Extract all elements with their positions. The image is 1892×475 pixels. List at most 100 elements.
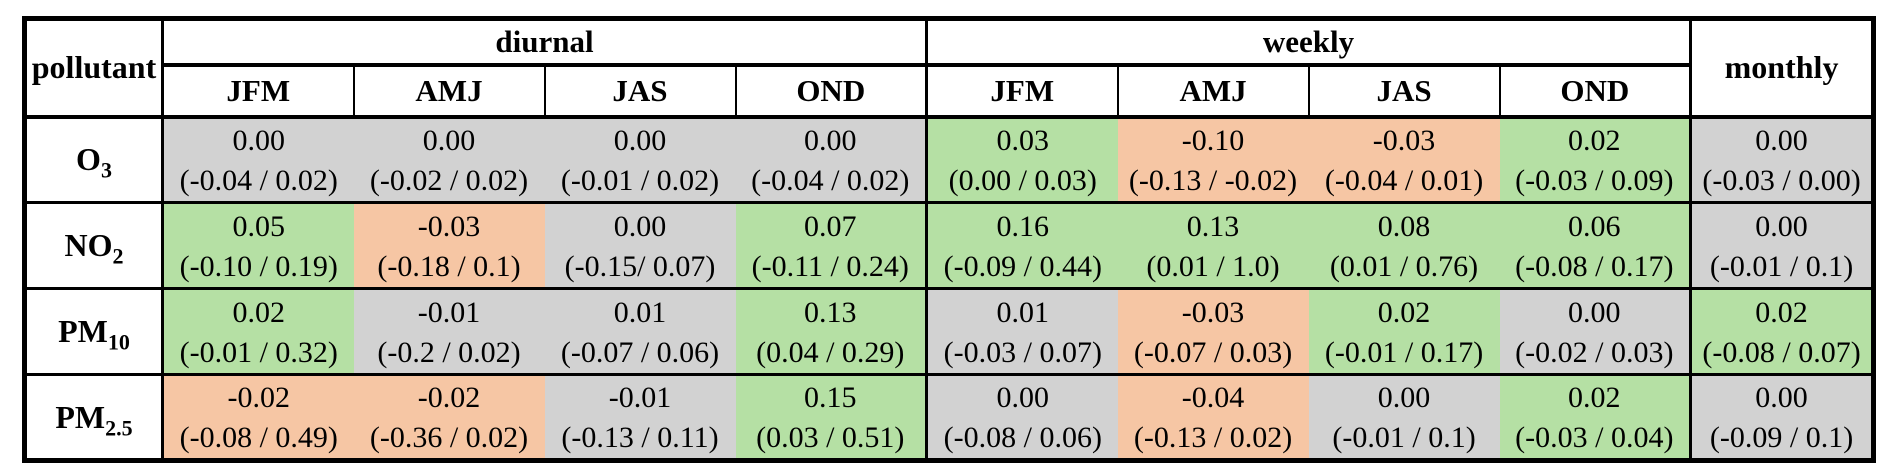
- cell-no2-weekly-amj: 0.13 (0.01 / 1.0): [1117, 201, 1309, 289]
- cell-o3-diurnal-amj: 0.00 (-0.02 / 0.02): [353, 115, 545, 203]
- cell-confidence-interval: (-0.04 / 0.01): [1324, 163, 1484, 197]
- cell-confidence-interval: (-0.15/ 0.07): [564, 249, 716, 283]
- cell-confidence-interval: (-0.01 / 0.02): [560, 163, 720, 197]
- cell-confidence-interval: (-0.08 / 0.07): [1702, 335, 1861, 369]
- cell-confidence-interval: (-0.18 / 0.1): [377, 249, 521, 283]
- cell-pm10-weekly-ond: 0.00 (-0.02 / 0.03): [1499, 287, 1691, 375]
- cell-value: 0.03: [996, 123, 1050, 157]
- cell-value: 0.00: [1755, 209, 1808, 243]
- cell-value: 0.00: [613, 123, 667, 157]
- cell-value: -0.02: [417, 381, 481, 414]
- column-header-monthly: monthly: [1689, 18, 1874, 119]
- cell-value: 0.02: [1568, 381, 1621, 414]
- cell-confidence-interval: (-0.13 / 0.11): [561, 421, 719, 454]
- cell-pm10-weekly-jas: 0.02 (-0.01 / 0.17): [1308, 287, 1500, 375]
- cell-confidence-interval: (-0.01 / 0.17): [1324, 335, 1484, 369]
- cell-o3-weekly-amj: -0.10 (-0.13 / -0.02): [1117, 115, 1309, 203]
- cell-value: 0.02: [232, 295, 286, 329]
- cell-confidence-interval: (-0.07 / 0.03): [1133, 335, 1293, 369]
- column-header-weekly-jfm: JFM: [925, 64, 1118, 119]
- cell-pm10-diurnal-amj: -0.01 (-0.2 / 0.02): [353, 287, 545, 375]
- column-header-diurnal-jas: JAS: [543, 64, 736, 119]
- cell-o3-diurnal-ond: 0.00 (-0.04 / 0.02): [735, 115, 927, 203]
- cell-confidence-interval: (-0.04 / 0.02): [751, 163, 910, 197]
- cell-no2-monthly: 0.00 (-0.01 / 0.1): [1689, 201, 1874, 289]
- cell-pm25-weekly-ond: 0.02 (-0.03 / 0.04): [1499, 373, 1691, 461]
- table-row-no2: NO2 0.05 (-0.10 / 0.19) -0.03 (-0.18 / 0.1…: [24, 201, 1874, 289]
- cell-value: 0.13: [804, 295, 857, 329]
- cell-value: 0.00: [996, 381, 1050, 414]
- pollutant-name: PM: [58, 313, 108, 349]
- cell-value: 0.00: [613, 209, 667, 243]
- cell-o3-weekly-jas: -0.03 (-0.04 / 0.01): [1308, 115, 1500, 203]
- group-header-weekly: weekly: [925, 18, 1691, 67]
- cell-value: 0.00: [232, 123, 286, 157]
- cell-value: 0.00: [1377, 381, 1431, 414]
- cell-value: 0.02: [1377, 295, 1431, 329]
- row-label-pm25: PM2.5: [24, 373, 164, 461]
- cell-value: 0.01: [613, 295, 667, 329]
- group-header-diurnal: diurnal: [162, 18, 927, 67]
- cell-pm25-diurnal-jfm: -0.02 (-0.08 / 0.49): [162, 373, 354, 461]
- cell-confidence-interval: (0.01 / 0.76): [1329, 249, 1479, 283]
- pollutant-subscript: 2: [112, 243, 124, 269]
- cell-value: -0.03: [1372, 123, 1436, 157]
- cell-value: 0.05: [232, 209, 286, 243]
- cell-pm25-diurnal-amj: -0.02 (-0.36 / 0.02): [353, 373, 545, 461]
- cell-no2-diurnal-jas: 0.00 (-0.15/ 0.07): [544, 201, 736, 289]
- cell-no2-weekly-jfm: 0.16 (-0.09 / 0.44): [925, 201, 1118, 289]
- cell-value: 0.02: [1755, 295, 1808, 329]
- cell-confidence-interval: (-0.36 / 0.02): [369, 421, 529, 454]
- cell-value: 0.00: [1755, 381, 1808, 414]
- cell-value: -0.01: [417, 295, 481, 329]
- cell-confidence-interval: (0.01 / 1.0): [1146, 249, 1280, 283]
- cell-no2-diurnal-jfm: 0.05 (-0.10 / 0.19): [162, 201, 354, 289]
- cell-no2-weekly-ond: 0.06 (-0.08 / 0.17): [1499, 201, 1691, 289]
- row-label-no2: NO2: [24, 201, 164, 289]
- cell-confidence-interval: (-0.03 / 0.09): [1515, 163, 1674, 197]
- cell-pm10-monthly: 0.02 (-0.08 / 0.07): [1689, 287, 1874, 375]
- cell-value: -0.10: [1181, 123, 1245, 157]
- cell-confidence-interval: (-0.08 / 0.06): [943, 421, 1102, 454]
- cell-confidence-interval: (-0.01 / 0.1): [1332, 421, 1476, 454]
- cell-o3-weekly-ond: 0.02 (-0.03 / 0.09): [1499, 115, 1691, 203]
- cell-value: 0.15: [804, 381, 857, 414]
- cell-confidence-interval: (0.04 / 0.29): [756, 335, 905, 369]
- cell-pm10-weekly-jfm: 0.01 (-0.03 / 0.07): [925, 287, 1118, 375]
- pollutant-subscript: 2.5: [105, 414, 133, 440]
- cell-confidence-interval: (-0.03 / 0.04): [1515, 421, 1674, 454]
- cell-value: 0.00: [1755, 123, 1808, 157]
- cell-confidence-interval: (-0.13 / -0.02): [1128, 163, 1298, 197]
- cell-confidence-interval: (0.00 / 0.03): [948, 163, 1097, 197]
- cell-confidence-interval: (-0.04 / 0.02): [179, 163, 338, 197]
- column-header-weekly-jas: JAS: [1307, 64, 1500, 119]
- cell-pm10-diurnal-ond: 0.13 (0.04 / 0.29): [735, 287, 927, 375]
- cell-confidence-interval: (-0.01 / 0.32): [179, 335, 338, 369]
- pollutant-subscript: 10: [107, 329, 130, 355]
- cell-value: -0.01: [608, 381, 672, 414]
- column-header-diurnal-jfm: JFM: [162, 64, 354, 119]
- cell-no2-diurnal-amj: -0.03 (-0.18 / 0.1): [353, 201, 545, 289]
- cell-confidence-interval: (-0.07 / 0.06): [560, 335, 720, 369]
- cell-o3-monthly: 0.00 (-0.03 / 0.00): [1689, 115, 1874, 203]
- column-header-diurnal-amj: AMJ: [352, 64, 545, 119]
- cell-confidence-interval: (-0.13 / 0.02): [1133, 421, 1293, 454]
- cell-value: 0.08: [1377, 209, 1431, 243]
- cell-value: -0.04: [1181, 381, 1245, 414]
- cell-value: -0.03: [1181, 295, 1245, 329]
- table-row-pm25: PM2.5 -0.02 (-0.08 / 0.49) -0.02 (-0.36 / …: [24, 373, 1874, 461]
- pollutant-column-header: pollutant: [24, 18, 164, 119]
- cell-o3-weekly-jfm: 0.03 (0.00 / 0.03): [925, 115, 1118, 203]
- cell-value: 0.00: [422, 123, 476, 157]
- table-row-pm10: PM10 0.02 (-0.01 / 0.32) -0.01 (-0.2 / 0.0…: [24, 287, 1874, 375]
- cell-confidence-interval: (-0.02 / 0.02): [369, 163, 529, 197]
- cell-no2-weekly-jas: 0.08 (0.01 / 0.76): [1308, 201, 1500, 289]
- cell-confidence-interval: (-0.03 / 0.00): [1702, 163, 1861, 197]
- row-label-pm10: PM10: [24, 287, 164, 375]
- pollutant-name: PM: [55, 398, 106, 435]
- table-row-o3: O3 0.00 (-0.04 / 0.02) 0.00 (-0.02 / 0.02)…: [24, 115, 1874, 203]
- cell-pm25-diurnal-jas: -0.01 (-0.13 / 0.11): [544, 373, 736, 461]
- cell-pm10-weekly-amj: -0.03 (-0.07 / 0.03): [1117, 287, 1309, 375]
- cell-value: 0.00: [1568, 295, 1621, 329]
- cell-value: -0.03: [417, 209, 481, 243]
